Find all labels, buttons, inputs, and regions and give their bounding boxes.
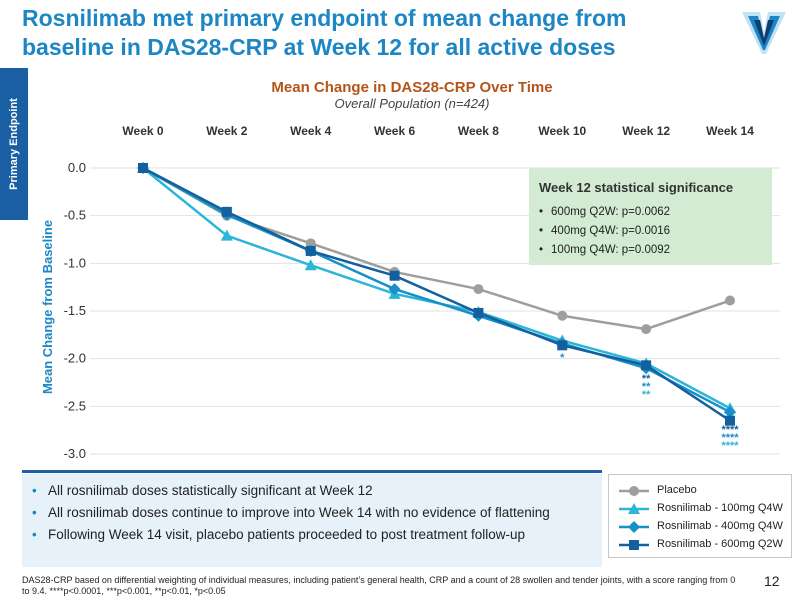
significance-mark: * bbox=[560, 344, 565, 356]
x-tick-label: Week 10 bbox=[538, 124, 586, 138]
y-axis-label: Mean Change from Baseline bbox=[40, 220, 55, 394]
significance-list: 600mg Q2W: p=0.0062 400mg Q4W: p=0.0016 … bbox=[539, 203, 670, 260]
data-point-triangle bbox=[220, 229, 233, 241]
significance-mark: ** bbox=[642, 373, 651, 385]
y-tick-label: -2.0 bbox=[64, 351, 86, 366]
data-point-triangle bbox=[304, 259, 317, 271]
data-point-square bbox=[725, 415, 735, 426]
data-point-circle bbox=[305, 238, 316, 249]
significance-mark: * bbox=[560, 352, 565, 364]
key-findings: All rosnilimab doses statistically signi… bbox=[22, 474, 602, 567]
footnote: DAS28-CRP based on differential weightin… bbox=[22, 575, 736, 596]
significance-marks: ******************** bbox=[560, 344, 739, 452]
data-point-square bbox=[389, 270, 400, 281]
data-point-circle bbox=[473, 284, 484, 295]
significance-item: 100mg Q4W: p=0.0092 bbox=[539, 241, 670, 260]
y-tick-label: 0.0 bbox=[68, 160, 86, 175]
side-tab: Primary Endpoint bbox=[0, 68, 28, 220]
significance-mark: **** bbox=[721, 440, 739, 452]
y-tick-label: -3.0 bbox=[64, 446, 86, 461]
company-logo-icon bbox=[742, 12, 786, 54]
slide-title: Rosnilimab met primary endpoint of mean … bbox=[22, 5, 627, 60]
data-point-circle bbox=[557, 310, 568, 321]
data-point-diamond bbox=[724, 406, 736, 419]
y-tick-label: -0.5 bbox=[64, 208, 86, 223]
significance-mark: ** bbox=[642, 389, 651, 401]
x-ticks: Week 0 Week 2 Week 4 Week 6 Week 8 Week 10 Wee… bbox=[122, 124, 754, 138]
series-lines bbox=[137, 162, 736, 426]
data-point-square bbox=[557, 340, 568, 351]
finding-item: All rosnilimab doses statistically signi… bbox=[32, 482, 592, 499]
data-point-circle bbox=[641, 324, 652, 335]
legend-label: Rosnilimab - 400mg Q4W bbox=[657, 520, 783, 532]
data-point-square bbox=[641, 360, 652, 371]
legend-diamond-icon bbox=[619, 521, 649, 533]
significance-mark: **** bbox=[721, 432, 739, 444]
significance-mark: ** bbox=[642, 381, 651, 393]
data-point-diamond bbox=[388, 283, 401, 296]
legend-square-icon bbox=[619, 540, 649, 550]
x-tick-label: Week 4 bbox=[290, 124, 331, 138]
legend-label: Rosnilimab - 100mg Q4W bbox=[657, 502, 783, 514]
x-tick-label: Week 6 bbox=[374, 124, 415, 138]
y-tick-label: -1.0 bbox=[64, 255, 86, 270]
y-ticks: 0.0 -0.5 -1.0 -1.5 -2.0 -2.5 -3.0 bbox=[64, 160, 86, 461]
data-point-square bbox=[473, 307, 484, 318]
chart-legend: Placebo Rosnilimab - 100mg Q4W Rosnilima… bbox=[608, 474, 792, 558]
significance-title: Week 12 statistical significance bbox=[539, 180, 734, 195]
series-line bbox=[142, 166, 731, 414]
section-divider bbox=[22, 470, 602, 473]
significance-mark: **** bbox=[721, 424, 739, 436]
y-tick-label: -2.5 bbox=[64, 398, 86, 413]
data-point-square bbox=[138, 163, 148, 173]
x-tick-label: Week 0 bbox=[122, 124, 163, 138]
legend-circle-icon bbox=[619, 486, 649, 496]
significance-box: Week 12 statistical significance 600mg Q… bbox=[529, 168, 772, 265]
series-line bbox=[142, 166, 731, 422]
data-point-square bbox=[305, 245, 316, 256]
legend-label: Rosnilimab - 600mg Q2W bbox=[657, 538, 783, 550]
data-point-circle bbox=[725, 295, 735, 306]
significance-item: 400mg Q4W: p=0.0016 bbox=[539, 222, 670, 241]
legend-triangle-icon bbox=[619, 503, 649, 514]
legend-label: Placebo bbox=[657, 484, 697, 496]
data-point-square bbox=[221, 206, 232, 217]
y-tick-label: -1.5 bbox=[64, 303, 86, 318]
x-tick-label: Week 12 bbox=[622, 124, 670, 138]
x-tick-label: Week 14 bbox=[706, 124, 754, 138]
x-tick-label: Week 8 bbox=[458, 124, 499, 138]
finding-item: All rosnilimab doses continue to improve… bbox=[32, 504, 592, 521]
significance-item: 600mg Q2W: p=0.0062 bbox=[539, 203, 670, 222]
mean-change-chart: Mean Change in DAS28-CRP Over Time Overa… bbox=[40, 79, 780, 461]
page-number: 12 bbox=[764, 573, 780, 589]
series-square bbox=[138, 163, 735, 426]
finding-item: Following Week 14 visit, placebo patient… bbox=[32, 526, 592, 543]
x-tick-label: Week 2 bbox=[206, 124, 247, 138]
chart-title: Mean Change in DAS28-CRP Over Time bbox=[271, 79, 552, 96]
chart-subtitle: Overall Population (n=424) bbox=[334, 96, 489, 111]
